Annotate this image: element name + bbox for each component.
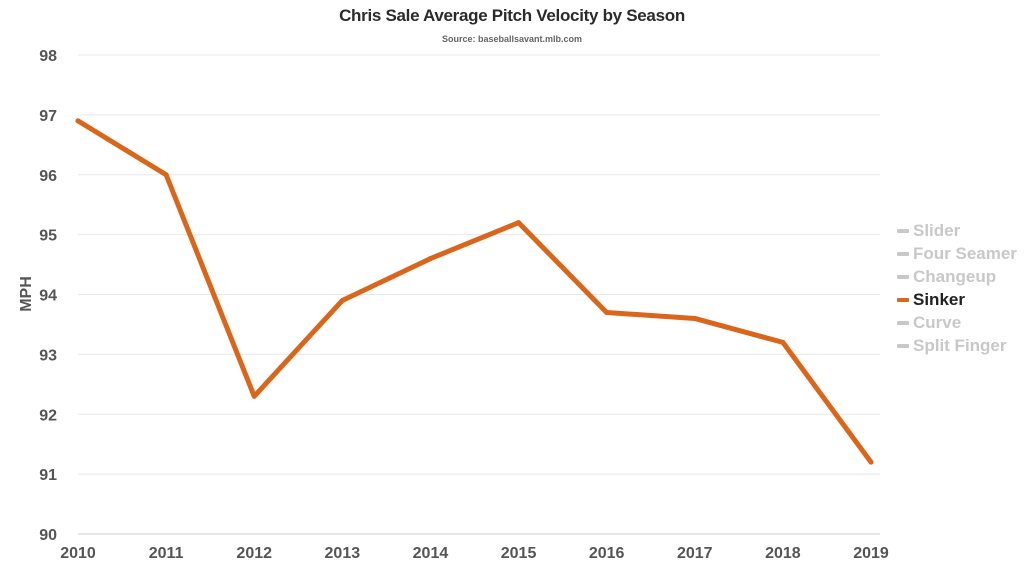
x-tick-label: 2014 <box>413 545 449 562</box>
legend-swatch <box>897 320 909 325</box>
y-tick-label: 98 <box>39 48 57 65</box>
legend-label: Curve <box>913 312 962 332</box>
y-tick-label: 93 <box>39 347 57 364</box>
x-tick-label: 2018 <box>765 545 801 562</box>
data-point <box>75 118 81 124</box>
y-tick-label: 96 <box>39 168 57 185</box>
legend-item-four-seamer[interactable]: Four Seamer <box>897 242 1017 265</box>
x-tick-label: 2015 <box>501 545 537 562</box>
legend-swatch <box>897 228 909 233</box>
data-point <box>780 339 786 345</box>
x-tick-label: 2012 <box>236 545 272 562</box>
legend: Slider Four Seamer Changeup Sinker Curve Spli… <box>897 219 1017 357</box>
y-tick-label: 95 <box>39 228 57 245</box>
y-tick-label: 92 <box>39 407 57 424</box>
legend-swatch <box>897 343 909 348</box>
x-tick-label: 2019 <box>853 545 889 562</box>
x-tick-label: 2011 <box>149 545 184 562</box>
data-point <box>516 220 522 226</box>
chart-title: Chris Sale Average Pitch Velocity by Sea… <box>339 6 685 25</box>
y-axis-label: MPH <box>18 276 35 312</box>
data-point <box>692 315 698 321</box>
chart-subtitle: Source: baseballsavant.mlb.com <box>441 34 583 44</box>
y-tick-label: 90 <box>39 527 57 544</box>
series-line-sinker <box>75 118 874 465</box>
data-point <box>604 309 610 315</box>
x-tick-label: 2010 <box>60 545 96 562</box>
legend-item-curve[interactable]: Curve <box>897 311 1017 334</box>
y-tick-label: 94 <box>39 288 57 305</box>
x-tick-label: 2013 <box>325 545 361 562</box>
legend-swatch <box>897 274 909 279</box>
legend-item-slider[interactable]: Slider <box>897 219 1017 242</box>
x-tick-label: 2017 <box>677 545 713 562</box>
legend-swatch <box>897 297 909 302</box>
legend-item-split-finger[interactable]: Split Finger <box>897 334 1017 357</box>
legend-label: Sinker <box>913 289 965 309</box>
legend-swatch <box>897 251 909 256</box>
legend-label: Changeup <box>913 266 997 286</box>
legend-item-changeup[interactable]: Changeup <box>897 265 1017 288</box>
data-point <box>163 172 169 178</box>
legend-label: Split Finger <box>913 335 1007 355</box>
data-point <box>427 256 433 262</box>
y-tick-label: 91 <box>39 467 57 484</box>
data-point <box>251 393 257 399</box>
legend-item-sinker[interactable]: Sinker <box>897 288 1017 311</box>
legend-label: Four Seamer <box>913 243 1017 263</box>
data-point <box>339 297 345 303</box>
legend-label: Slider <box>913 220 961 240</box>
y-tick-label: 97 <box>39 108 57 125</box>
data-point <box>868 459 874 465</box>
x-tick-label: 2016 <box>589 545 625 562</box>
